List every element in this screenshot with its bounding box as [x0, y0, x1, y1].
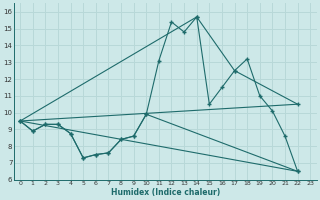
X-axis label: Humidex (Indice chaleur): Humidex (Indice chaleur) [111, 188, 220, 197]
